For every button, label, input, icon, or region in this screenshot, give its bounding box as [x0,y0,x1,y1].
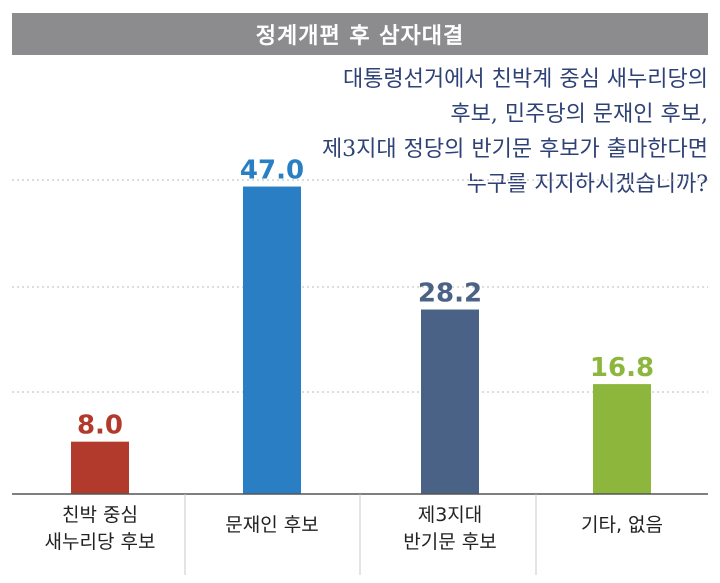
category-label: 문재인 후보 [225,514,318,536]
question-line-1: 대통령선거에서 친박계 중심 새누리당의 [342,67,708,92]
bar [593,384,651,494]
chart-title: 정계개편 후 삼자대결 [255,24,465,49]
category-label: 반기문 후보 [403,531,496,553]
question-line-4: 누구를 지지하시겠습니까? [466,172,708,197]
bar [243,186,301,494]
chart-header: 정계개편 후 삼자대결 [12,13,708,55]
category-label: 새누리당 후보 [45,531,156,553]
question-line-2: 후보, 민주당의 문재인 후보, [450,102,708,127]
data-label: 8.0 [77,411,123,441]
category-label: 제3지대 [418,504,483,526]
question-line-3: 제3지대 정당의 반기문 후보가 출마한다면 [321,137,708,162]
data-label: 16.8 [590,353,654,383]
category-label: 친박 중심 [62,504,138,526]
data-label: 47.0 [240,156,304,186]
bar [421,309,479,494]
data-label: 28.2 [418,279,482,309]
survey-question: 대통령선거에서 친박계 중심 새누리당의 후보, 민주당의 문재인 후보, 제3… [148,62,708,202]
bar [71,441,129,494]
category-label: 기타, 없음 [581,514,663,536]
